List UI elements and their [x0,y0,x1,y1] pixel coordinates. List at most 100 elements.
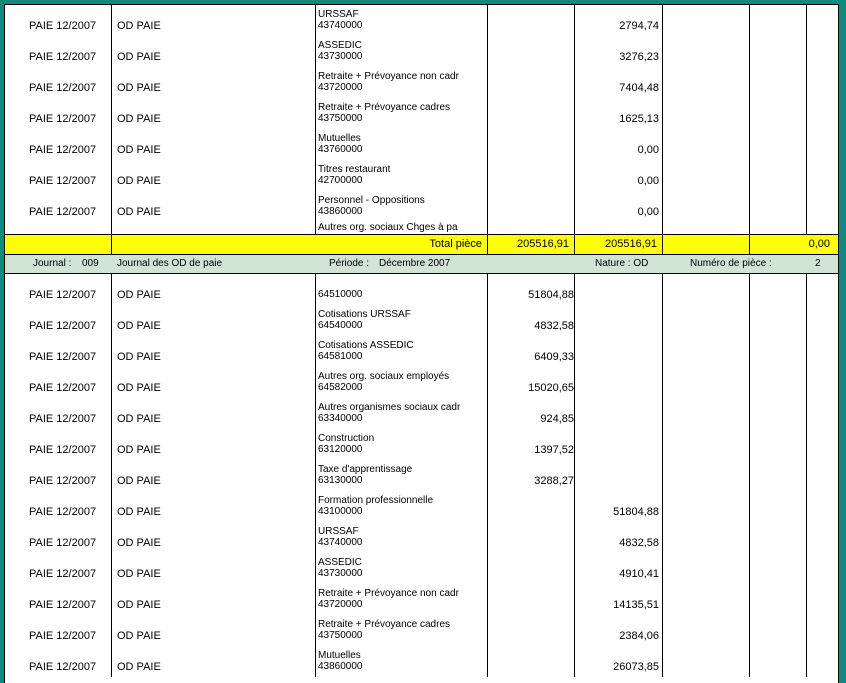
credit-cell: 0,00 [637,206,659,218]
total-balance: 0,00 [808,238,830,250]
journal-cell: PAIE 12/2007 [29,175,97,187]
account-label: Retraite + Prévoyance non cadr [318,71,459,82]
account-label: Titres restaurant [318,164,391,175]
label-cell: URSSAF 43740000 [318,526,486,548]
journal-label: Journal : [33,258,72,269]
table-row: PAIE 12/2007 OD PAIE Retraite + Prévoyance… [5,584,838,615]
account-label: Retraite + Prévoyance cadres [318,619,451,630]
account-label: Formation professionnelle [318,495,434,506]
nature: Nature : OD [595,258,649,269]
credit-cell: 1625,13 [619,113,659,125]
type-cell: OD PAIE [117,51,161,63]
table-row: PAIE 12/2007 OD PAIE Personnel - Oppositio… [5,191,838,222]
credit-cell: 7404,48 [619,82,659,94]
journal-cell: PAIE 12/2007 [29,144,97,156]
account-number: 43860000 [318,206,363,217]
journal-cell: PAIE 12/2007 [29,20,97,32]
account-number: 43720000 [318,82,363,93]
journal-name: Journal des OD de paie [117,258,223,269]
credit-cell: 2794,74 [619,20,659,32]
credit-cell: 4832,58 [619,537,659,549]
debit-cell: 51804,88 [528,289,574,301]
table-row: PAIE 12/2007 OD PAIE URSSAF 43740000 2794,74 [5,5,838,36]
label-cell: ASSEDIC 43730000 [318,40,486,62]
debit-cell: 924,85 [540,413,574,425]
account-number: 43730000 [318,51,363,62]
account-number: 63340000 [318,413,363,424]
account-label: Cotisations URSSAF [318,309,411,320]
credit-cell: 26073,85 [613,661,659,673]
table-row: PAIE 12/2007 OD PAIE URSSAF 43740000 4832,58 [5,522,838,553]
journal-cell: PAIE 12/2007 [29,206,97,218]
account-label: Mutuelles [318,650,361,661]
journal-cell: PAIE 12/2007 [29,475,97,487]
table-row: PAIE 12/2007 OD PAIE Formation professionn… [5,491,838,522]
journal-cell: PAIE 12/2007 [29,413,97,425]
type-cell: OD PAIE [117,630,161,642]
account-label: Taxe d'apprentissage [318,464,413,475]
label-cell: ASSEDIC 43730000 [318,557,486,579]
type-cell: OD PAIE [117,175,161,187]
credit-cell: 51804,88 [613,506,659,518]
credit-cell: 0,00 [637,175,659,187]
label-cell: Autres organismes sociaux cadr 63340000 [318,402,486,424]
type-cell: OD PAIE [117,599,161,611]
type-cell: OD PAIE [117,113,161,125]
debit-cell: 4832,58 [534,320,574,332]
table-row: PAIE 12/2007 OD PAIE Mutuelles 43760000 0,00 [5,129,838,160]
journal-cell: PAIE 12/2007 [29,568,97,580]
total-label: Total pièce [429,238,482,250]
type-cell: OD PAIE [117,661,161,673]
journal-code: 009 [82,258,99,269]
table-row: PAIE 12/2007 OD PAIE ASSEDIC 43730000 4910,4… [5,553,838,584]
debit-cell: 6409,33 [534,351,574,363]
account-label: Cotisations ASSEDIC [318,340,414,351]
journal-cell: PAIE 12/2007 [29,289,97,301]
label-cell: Formation professionnelle 43100000 [318,495,486,517]
journal-cell: PAIE 12/2007 [29,82,97,94]
account-label: Autres organismes sociaux cadr [318,402,461,413]
debit-cell: 3288,27 [534,475,574,487]
label-cell: Cotisations ASSEDIC 64581000 [318,340,486,362]
table-row: PAIE 12/2007 OD PAIE Autres organismes soc… [5,398,838,429]
account-label: Autres org. sociaux employés [318,371,450,382]
journal-cell: PAIE 12/2007 [29,320,97,332]
table-row: PAIE 12/2007 OD PAIE Mutuelles 43860000 2607… [5,646,838,677]
journal-cell: PAIE 12/2007 [29,599,97,611]
account-label: Mutuelles [318,133,361,144]
total-credit: 205516,91 [605,238,657,250]
piece-label: Numéro de pièce : [690,258,772,269]
journal-report-page: PAIE 12/2007 OD PAIE URSSAF 43740000 2794,74… [4,4,839,683]
account-number: 63130000 [318,475,363,486]
piece-value: 2 [815,258,821,269]
account-number: 64581000 [318,351,363,362]
type-cell: OD PAIE [117,206,161,218]
table-row: PAIE 12/2007 OD PAIE 64510000 51804,88 [5,274,838,305]
type-cell: OD PAIE [117,444,161,456]
trailing-label-row: Autres org. sociaux Chges à pa [5,222,838,234]
total-debit: 205516,91 [517,238,569,250]
credit-cell: 3276,23 [619,51,659,63]
account-label: URSSAF [318,526,359,537]
account-label: ASSEDIC [318,40,362,51]
account-label: ASSEDIC [318,557,362,568]
journal-header: Journal : 009 Journal des OD de paie Pér… [5,255,838,274]
type-cell: OD PAIE [117,289,161,301]
table-row: PAIE 12/2007 OD PAIE Retraite + Prévoyance… [5,67,838,98]
type-cell: OD PAIE [117,537,161,549]
account-number: 43750000 [318,630,363,641]
type-cell: OD PAIE [117,506,161,518]
label-cell: Retraite + Prévoyance non cadr 43720000 [318,71,486,93]
journal-cell: PAIE 12/2007 [29,661,97,673]
account-number: 43720000 [318,599,363,610]
table-row: PAIE 12/2007 OD PAIE Cotisations ASSEDIC 64… [5,336,838,367]
label-cell: Mutuelles 43860000 [318,650,486,672]
period-label: Période : [329,258,370,269]
table-row: PAIE 12/2007 OD PAIE ASSEDIC 43730000 3276,2… [5,36,838,67]
account-number: 43730000 [318,568,363,579]
account-number: 43750000 [318,113,363,124]
journal-cell: PAIE 12/2007 [29,351,97,363]
account-number: 43760000 [318,144,363,155]
total-row: Total pièce 205516,91 205516,91 0,00 [5,234,838,255]
account-number: 64540000 [318,320,363,331]
